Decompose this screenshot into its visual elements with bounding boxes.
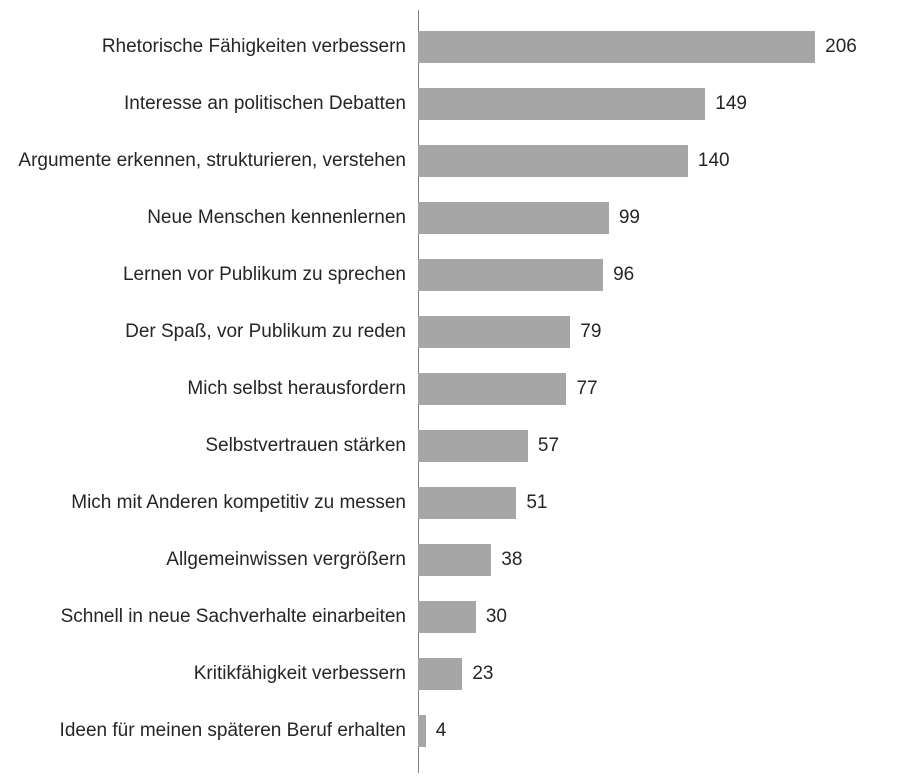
chart-row: Selbstvertrauen stärken 57 xyxy=(0,417,900,474)
bar-area: 30 xyxy=(418,601,900,633)
bar xyxy=(418,658,462,690)
bar-label: Der Spaß, vor Publikum zu reden xyxy=(0,321,418,343)
bar-value: 23 xyxy=(462,663,493,685)
bar-area: 38 xyxy=(418,544,900,576)
horizontal-bar-chart: Rhetorische Fähigkeiten verbessern 206 Int… xyxy=(0,0,900,783)
bar-value: 149 xyxy=(705,93,747,115)
bar-area: 99 xyxy=(418,202,900,234)
bar xyxy=(418,430,528,462)
bar-label: Rhetorische Fähigkeiten verbessern xyxy=(0,36,418,58)
chart-row: Mich mit Anderen kompetitiv zu messen 51 xyxy=(0,474,900,531)
bar xyxy=(418,544,491,576)
bar-value: 79 xyxy=(570,321,601,343)
chart-row: Der Spaß, vor Publikum zu reden 79 xyxy=(0,303,900,360)
bar-value: 4 xyxy=(426,720,447,742)
bar-value: 77 xyxy=(566,378,597,400)
bar-label: Schnell in neue Sachverhalte einarbeiten xyxy=(0,606,418,628)
bar-area: 51 xyxy=(418,487,900,519)
chart-row: Schnell in neue Sachverhalte einarbeiten… xyxy=(0,588,900,645)
bar-value: 140 xyxy=(688,150,730,172)
bar-value: 96 xyxy=(603,264,634,286)
bar xyxy=(418,487,516,519)
bar-label: Selbstvertrauen stärken xyxy=(0,435,418,457)
bar xyxy=(418,88,705,120)
bar xyxy=(418,31,815,63)
chart-row: Argumente erkennen, strukturieren, verst… xyxy=(0,132,900,189)
bar xyxy=(418,145,688,177)
chart-row: Ideen für meinen späteren Beruf erhalten… xyxy=(0,702,900,759)
bar xyxy=(418,715,426,747)
bar xyxy=(418,601,476,633)
bar-area: 4 xyxy=(418,715,900,747)
bar-label: Mich mit Anderen kompetitiv zu messen xyxy=(0,492,418,514)
bar-area: 57 xyxy=(418,430,900,462)
chart-row: Allgemeinwissen vergrößern 38 xyxy=(0,531,900,588)
chart-row: Lernen vor Publikum zu sprechen 96 xyxy=(0,246,900,303)
bar-area: 23 xyxy=(418,658,900,690)
bar-area: 149 xyxy=(418,88,900,120)
bar-area: 79 xyxy=(418,316,900,348)
bar-value: 57 xyxy=(528,435,559,457)
bar-value: 38 xyxy=(491,549,522,571)
bar-area: 206 xyxy=(418,31,900,63)
bar-label: Allgemeinwissen vergrößern xyxy=(0,549,418,571)
bar-label: Interesse an politischen Debatten xyxy=(0,93,418,115)
bar-label: Lernen vor Publikum zu sprechen xyxy=(0,264,418,286)
bar-value: 30 xyxy=(476,606,507,628)
bar-value: 99 xyxy=(609,207,640,229)
bar-area: 96 xyxy=(418,259,900,291)
bar-value: 51 xyxy=(516,492,547,514)
bar-value: 206 xyxy=(815,36,857,58)
bar xyxy=(418,259,603,291)
bar xyxy=(418,373,566,405)
chart-row: Kritikfähigkeit verbessern 23 xyxy=(0,645,900,702)
chart-row: Rhetorische Fähigkeiten verbessern 206 xyxy=(0,18,900,75)
bar-label: Mich selbst herausfordern xyxy=(0,378,418,400)
bar-label: Kritikfähigkeit verbessern xyxy=(0,663,418,685)
chart-row: Neue Menschen kennenlernen 99 xyxy=(0,189,900,246)
bar-area: 77 xyxy=(418,373,900,405)
chart-row: Interesse an politischen Debatten 149 xyxy=(0,75,900,132)
bar xyxy=(418,316,570,348)
bar-label: Ideen für meinen späteren Beruf erhalten xyxy=(0,720,418,742)
bar-label: Neue Menschen kennenlernen xyxy=(0,207,418,229)
chart-row: Mich selbst herausfordern 77 xyxy=(0,360,900,417)
bar xyxy=(418,202,609,234)
bar-label: Argumente erkennen, strukturieren, verst… xyxy=(0,150,418,172)
bar-area: 140 xyxy=(418,145,900,177)
